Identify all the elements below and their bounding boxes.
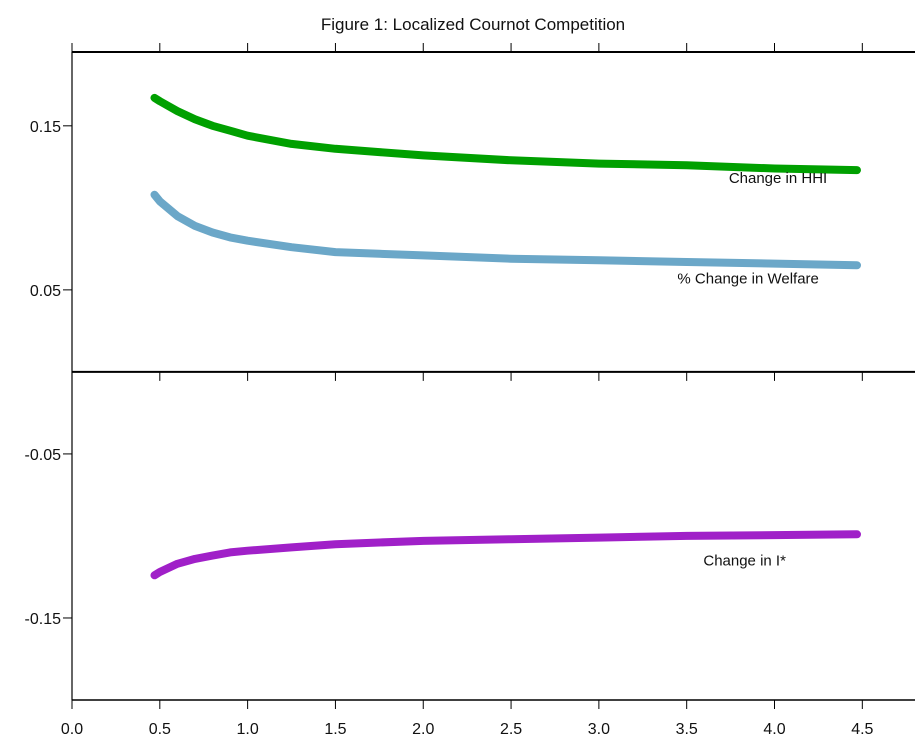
x-tick-label: 3.5 [676,721,698,738]
x-tick-label: 4.0 [763,721,785,738]
annotations-group: Change in HHI % Change in Welfare Change i… [677,170,827,569]
x-tick-label: 4.5 [851,721,873,738]
y-tick-label: -0.15 [25,611,62,628]
axis-ticks: 0.0 0.5 1.0 1.5 2.0 2.5 3.0 3.5 4.0 4.5 0.15 0.05 -0… [25,43,874,738]
x-tick-label: 2.0 [412,721,434,738]
x-tick-label: 1.5 [324,721,346,738]
x-tick-label: 1.0 [237,721,259,738]
y-tick-label: 0.15 [30,119,61,136]
annotation-2: % Change in Welfare [677,270,818,287]
annotation-1: Change in HHI [729,170,827,187]
series-line-2 [155,195,858,266]
plot-frame [72,52,915,700]
y-tick-label: 0.05 [30,283,61,300]
x-tick-label: 3.0 [588,721,610,738]
chart-title: Figure 1: Localized Cournot Competition [321,15,625,34]
x-tick-label: 2.5 [500,721,522,738]
x-tick-label: 0.0 [61,721,83,738]
annotation-3: Change in I* [703,552,786,569]
y-tick-label: -0.05 [25,447,62,464]
series-line-1 [155,98,858,170]
x-tick-label: 0.5 [149,721,171,738]
